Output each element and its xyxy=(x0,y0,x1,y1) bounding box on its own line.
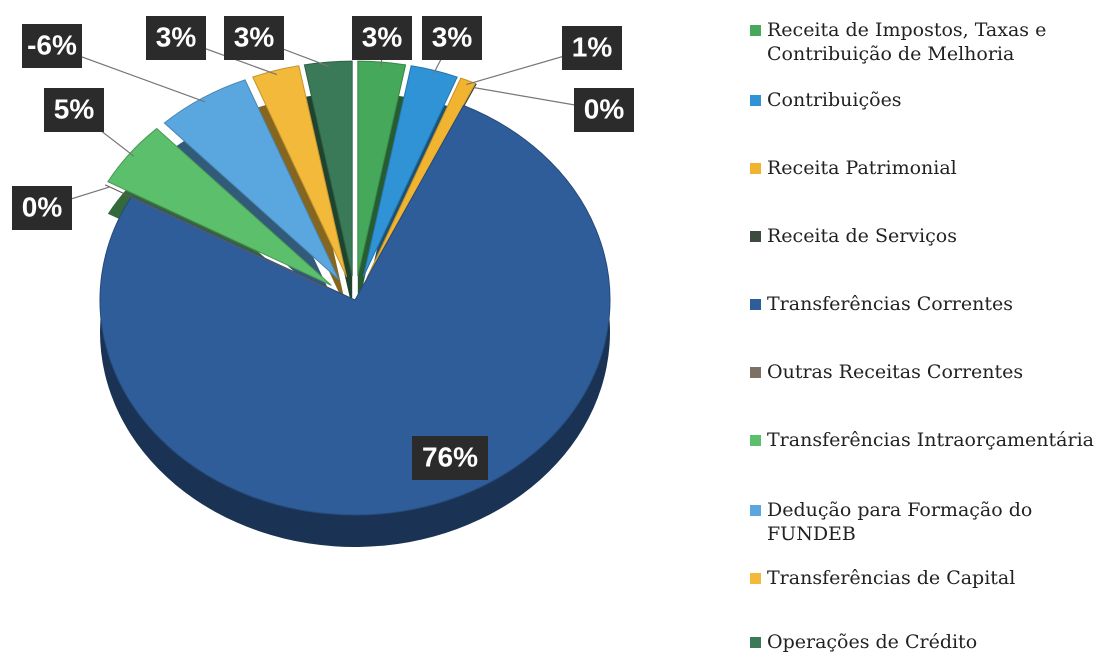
label-box xyxy=(574,88,634,132)
label-box xyxy=(12,186,72,230)
legend-item: Receita de Serviços xyxy=(750,224,1100,248)
legend-swatch xyxy=(750,231,761,242)
legend-item: Dedução para Formação do FUNDEB xyxy=(750,498,1100,546)
data-label: 3% xyxy=(156,21,197,52)
data-label: 3% xyxy=(362,21,403,52)
legend-label: Transferências de Capital xyxy=(767,567,1016,589)
legend-swatch xyxy=(750,505,761,516)
legend-item: Outras Receitas Correntes xyxy=(750,360,1100,384)
legend-label: Operações de Crédito xyxy=(767,631,978,653)
slice xyxy=(303,60,353,277)
legend-label: Receita Patrimonial xyxy=(767,157,957,179)
legend-item: Transferências Intraorçamentária xyxy=(750,428,1100,452)
legend-label: Dedução para Formação do FUNDEB xyxy=(767,499,1033,545)
label-box xyxy=(22,24,82,68)
legend-label: Receita de Impostos, Taxas e Contribuiçã… xyxy=(767,19,1047,65)
slice xyxy=(362,65,458,278)
chart: 3% 3% 1% 0% 76% 0% 5% -6% 3% 3% xyxy=(12,16,634,547)
legend-item: Contribuições xyxy=(750,88,1100,112)
label-box xyxy=(422,16,482,60)
legend-label: Receita de Serviços xyxy=(767,225,957,247)
data-label: 5% xyxy=(54,93,95,124)
legend-label: Transferências Correntes xyxy=(767,293,1013,315)
legend-item: Operações de Crédito xyxy=(750,630,1100,654)
data-label: 0% xyxy=(584,93,625,124)
label-box xyxy=(412,436,488,480)
legend-swatch xyxy=(750,435,761,446)
legend-swatch xyxy=(750,573,761,584)
label-box xyxy=(562,26,622,70)
slice xyxy=(366,77,477,279)
label-box xyxy=(146,16,206,60)
legend-item: Transferências de Capital xyxy=(750,566,1100,590)
data-label: 3% xyxy=(432,21,473,52)
data-label: -6% xyxy=(27,29,77,60)
data-label: 3% xyxy=(234,21,275,52)
legend-item: Transferências Correntes xyxy=(750,292,1100,316)
legend-item: Receita Patrimonial xyxy=(750,156,1100,180)
legend-item: Receita de Impostos, Taxas e Contribuiçã… xyxy=(750,18,1100,66)
label-box xyxy=(44,88,104,132)
legend-label: Outras Receitas Correntes xyxy=(767,361,1024,383)
legend-swatch xyxy=(750,25,761,36)
legend-swatch xyxy=(750,299,761,310)
legend-swatch xyxy=(750,95,761,106)
data-label: 76% xyxy=(422,441,478,472)
data-label: 1% xyxy=(572,31,613,62)
slice xyxy=(163,79,340,281)
slice xyxy=(99,104,611,516)
data-label: 0% xyxy=(22,191,63,222)
legend-swatch xyxy=(750,163,761,174)
legend-label: Transferências Intraorçamentária xyxy=(767,429,1094,451)
legend-swatch xyxy=(750,367,761,378)
legend-swatch xyxy=(750,637,761,648)
label-box xyxy=(224,16,284,60)
slice xyxy=(252,65,348,278)
legend-label: Contribuições xyxy=(767,89,902,111)
label-box xyxy=(352,16,412,60)
slice xyxy=(105,184,329,289)
